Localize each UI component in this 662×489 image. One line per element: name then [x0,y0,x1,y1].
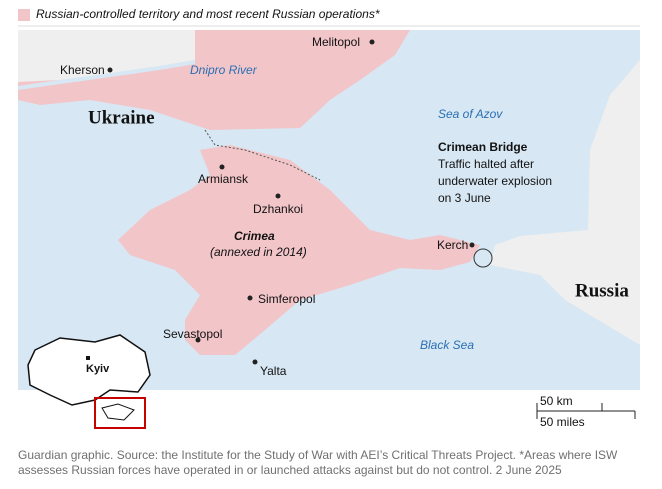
city-dots [107,39,475,365]
scale-label: 50 miles [540,415,585,429]
region-note: (annexed in 2014) [210,245,307,259]
place-label: Kherson [60,63,105,77]
inset [27,334,151,429]
ukraine-controlled [18,30,195,82]
source: assesses Russian forces have operated in… [18,463,562,477]
crimea-land [118,145,480,355]
place-label: Kerch [437,238,468,252]
source: Guardian graphic. Source: the Institute … [18,448,618,462]
place-label: Dzhankoi [253,202,303,216]
annotation-line: underwater explosion [438,174,552,188]
scale-bar [536,403,636,419]
annotation-line: on 3 June [438,191,491,205]
sea-label: Sea of Azov [438,107,503,121]
dnipro-river [17,60,196,90]
scale-label: 50 km [540,394,573,408]
river-label: Dnipro River [190,63,258,77]
bridge-marker [473,248,493,268]
place-label: Armiansk [198,172,249,186]
frontline [204,129,321,181]
russia-land [490,60,640,345]
country-label: Russia [575,280,629,301]
inset-label: Kyiv [86,363,110,375]
country-label: Ukraine [88,107,155,128]
place-label: Melitopol [312,35,360,49]
place-label: Sevastopol [163,327,222,341]
region-label: Crimea [234,229,275,243]
sea-label: Black Sea [420,338,474,352]
annotation-line: Traffic halted after [438,157,534,171]
place-label: Yalta [260,364,287,378]
annotation-title: Crimean Bridge [438,140,528,154]
place-label: Simferopol [258,292,315,306]
legend-label: Russian-controlled territory and most re… [36,7,380,21]
legend-swatch [18,9,30,21]
